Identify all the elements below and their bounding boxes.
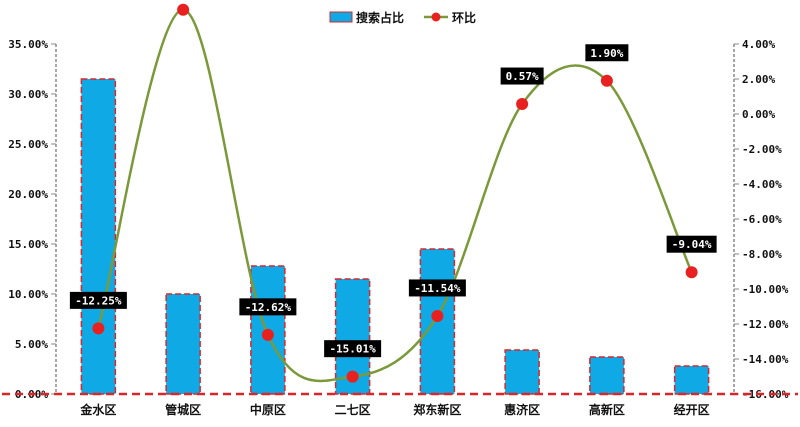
left-tick-label: 35.00% (8, 38, 48, 51)
left-tick-label: 20.00% (8, 188, 48, 201)
category-label: 管城区 (165, 402, 201, 417)
left-tick-label: 25.00% (8, 138, 48, 151)
right-tick-label: 0.00% (742, 108, 775, 121)
line-point-金水区 (92, 322, 105, 335)
bar-经开区 (673, 365, 710, 395)
right-tick-label: -6.00% (742, 213, 782, 226)
category-label: 金水区 (79, 402, 116, 417)
left-tick-label: 15.00% (8, 238, 48, 251)
left-tick-label: 5.00% (15, 338, 48, 351)
data-label-box (239, 298, 297, 316)
right-tick-label: -12.00% (742, 318, 789, 331)
data-label-中原区: -12.62% (245, 301, 292, 314)
right-tick-label: -8.00% (742, 248, 782, 261)
data-label-box (408, 279, 466, 297)
data-label-经开区: -9.04% (672, 238, 712, 251)
right-tick-label: 4.00% (742, 38, 775, 51)
data-label-金水区: -12.25% (75, 294, 122, 307)
data-label-box (69, 291, 127, 309)
right-tick-label: -10.00% (742, 283, 789, 296)
line-point-惠济区 (516, 98, 529, 111)
legend-bar-label: 搜索占比 (356, 10, 404, 25)
bar-管城区 (165, 293, 201, 395)
data-labels: -12.25%5.96%-12.62%-15.01%-11.54%0.57%1.… (69, 44, 717, 358)
category-label: 中原区 (250, 402, 286, 417)
legend-marker-swatch (431, 12, 441, 22)
legend: 搜索占比 环比 (329, 10, 476, 25)
line-point-高新区 (600, 74, 613, 87)
right-tick-label: -4.00% (742, 178, 782, 191)
bar-惠济区 (504, 349, 540, 395)
data-label-box (324, 340, 382, 358)
line-point-二七区 (346, 370, 359, 383)
bar-金水区 (80, 78, 117, 395)
line-point-郑东新区 (431, 309, 444, 322)
data-label-高新区: 1.90% (590, 47, 623, 60)
right-tick-label: -14.00% (742, 353, 789, 366)
category-label: 经开区 (674, 402, 710, 417)
data-label-box (666, 235, 717, 253)
category-label: 高新区 (589, 402, 625, 417)
category-labels: 金水区 管城区 中原区 二七区 郑东新区 惠济区 高新区 经开区 (79, 402, 709, 417)
category-label: 郑东新区 (413, 402, 461, 417)
data-label-二七区: -15.01% (329, 343, 376, 356)
line-point-经开区 (685, 266, 698, 279)
category-label: 二七区 (335, 403, 371, 417)
data-label-郑东新区: -11.54% (414, 282, 461, 295)
right-axis: 4.00% 2.00% 0.00% -2.00% -4.00% -6.00% -8.00% -… (733, 38, 789, 401)
right-tick-label: -2.00% (742, 143, 782, 156)
left-tick-label: 10.00% (8, 288, 48, 301)
data-label-box (500, 67, 544, 85)
legend-bar-swatch (329, 11, 353, 23)
line-point-管城区 (177, 3, 190, 16)
line-point-中原区 (261, 328, 274, 341)
right-tick-label: 2.00% (742, 73, 775, 86)
bar-series (2, 78, 798, 396)
bar-高新区 (589, 356, 625, 395)
left-tick-label: 30.00% (8, 88, 48, 101)
data-label-box (585, 44, 629, 62)
line-markers (92, 3, 698, 383)
left-axis: 0.00%5.00%10.00%15.00%20.00%25.00%30.00%… (8, 38, 57, 401)
category-label: 惠济区 (504, 402, 540, 417)
data-label-惠济区: 0.57% (506, 70, 539, 83)
legend-line-label: 环比 (452, 10, 476, 25)
right-tick-label: -16.00% (742, 388, 789, 401)
